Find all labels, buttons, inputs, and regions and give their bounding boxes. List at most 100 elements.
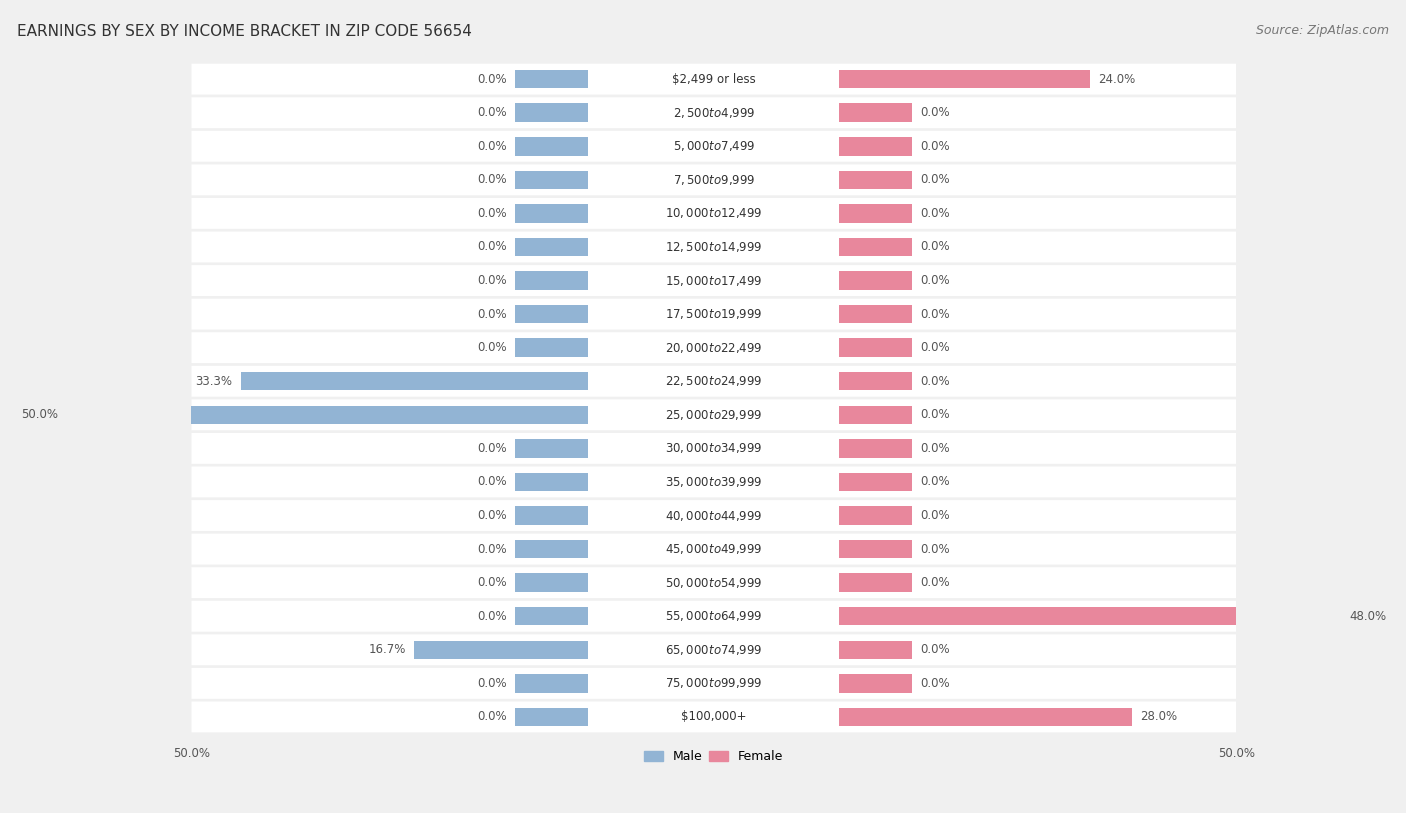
Bar (839, 439, 912, 458)
Text: 50.0%: 50.0% (21, 408, 58, 421)
Bar (839, 70, 1090, 89)
Text: $55,000 to $64,999: $55,000 to $64,999 (665, 609, 762, 624)
Text: 0.0%: 0.0% (478, 107, 508, 120)
Bar (516, 674, 589, 693)
Text: 0.0%: 0.0% (921, 442, 950, 455)
Bar (839, 674, 912, 693)
Text: 0.0%: 0.0% (921, 643, 950, 656)
FancyBboxPatch shape (191, 366, 1236, 397)
Text: 0.0%: 0.0% (921, 341, 950, 354)
Text: $20,000 to $22,499: $20,000 to $22,499 (665, 341, 762, 354)
FancyBboxPatch shape (191, 232, 1236, 263)
Text: 0.0%: 0.0% (478, 576, 508, 589)
Text: 0.0%: 0.0% (478, 542, 508, 555)
Bar (839, 338, 912, 357)
Text: 0.0%: 0.0% (478, 207, 508, 220)
Bar (839, 372, 912, 390)
Bar (839, 472, 912, 491)
FancyBboxPatch shape (191, 399, 1236, 430)
Bar (839, 406, 912, 424)
FancyBboxPatch shape (191, 98, 1236, 128)
Bar (839, 506, 912, 524)
FancyBboxPatch shape (191, 131, 1236, 162)
Bar (516, 272, 589, 289)
Text: 33.3%: 33.3% (195, 375, 232, 388)
Text: 0.0%: 0.0% (921, 677, 950, 690)
Bar (839, 641, 912, 659)
FancyBboxPatch shape (191, 668, 1236, 699)
Text: 0.0%: 0.0% (478, 173, 508, 186)
Text: 0.0%: 0.0% (921, 542, 950, 555)
Text: 0.0%: 0.0% (921, 140, 950, 153)
Text: EARNINGS BY SEX BY INCOME BRACKET IN ZIP CODE 56654: EARNINGS BY SEX BY INCOME BRACKET IN ZIP… (17, 24, 472, 39)
FancyBboxPatch shape (191, 265, 1236, 296)
Text: 0.0%: 0.0% (921, 107, 950, 120)
Bar (516, 137, 589, 155)
Legend: Male, Female: Male, Female (640, 746, 789, 768)
Text: 0.0%: 0.0% (921, 509, 950, 522)
Text: 16.7%: 16.7% (368, 643, 406, 656)
Text: 48.0%: 48.0% (1348, 610, 1386, 623)
Text: $25,000 to $29,999: $25,000 to $29,999 (665, 408, 762, 422)
FancyBboxPatch shape (191, 298, 1236, 329)
Text: 0.0%: 0.0% (921, 241, 950, 254)
Text: $2,500 to $4,999: $2,500 to $4,999 (672, 106, 755, 120)
Text: 0.0%: 0.0% (478, 509, 508, 522)
Bar (516, 305, 589, 324)
Text: 0.0%: 0.0% (478, 72, 508, 85)
FancyBboxPatch shape (191, 63, 1236, 94)
Text: $50,000 to $54,999: $50,000 to $54,999 (665, 576, 762, 589)
FancyBboxPatch shape (191, 433, 1236, 464)
FancyBboxPatch shape (191, 601, 1236, 632)
Text: $2,499 or less: $2,499 or less (672, 72, 755, 85)
Text: $45,000 to $49,999: $45,000 to $49,999 (665, 542, 762, 556)
Bar (839, 272, 912, 289)
Text: $12,500 to $14,999: $12,500 to $14,999 (665, 240, 762, 254)
Text: 0.0%: 0.0% (921, 274, 950, 287)
Text: $5,000 to $7,499: $5,000 to $7,499 (672, 139, 755, 154)
Bar (516, 204, 589, 223)
Text: 0.0%: 0.0% (921, 375, 950, 388)
Text: 0.0%: 0.0% (921, 408, 950, 421)
FancyBboxPatch shape (191, 567, 1236, 598)
Bar (516, 171, 589, 189)
Bar (516, 237, 589, 256)
Bar (839, 171, 912, 189)
Bar (839, 103, 912, 122)
Bar (839, 573, 912, 592)
Text: 24.0%: 24.0% (1098, 72, 1136, 85)
Bar (516, 540, 589, 559)
Bar (516, 70, 589, 89)
Text: 0.0%: 0.0% (478, 307, 508, 320)
Bar (516, 707, 589, 726)
Bar (240, 372, 589, 390)
Bar (839, 540, 912, 559)
Text: $15,000 to $17,499: $15,000 to $17,499 (665, 273, 762, 288)
Text: 0.0%: 0.0% (478, 241, 508, 254)
Bar (839, 137, 912, 155)
Text: 0.0%: 0.0% (478, 476, 508, 489)
Bar (516, 439, 589, 458)
Bar (516, 506, 589, 524)
FancyBboxPatch shape (191, 702, 1236, 733)
Text: 0.0%: 0.0% (921, 307, 950, 320)
Bar (516, 472, 589, 491)
Bar (839, 237, 912, 256)
Text: 0.0%: 0.0% (478, 677, 508, 690)
Text: $65,000 to $74,999: $65,000 to $74,999 (665, 643, 762, 657)
Text: 0.0%: 0.0% (478, 274, 508, 287)
Text: $10,000 to $12,499: $10,000 to $12,499 (665, 207, 762, 220)
Bar (516, 573, 589, 592)
Text: 0.0%: 0.0% (921, 173, 950, 186)
FancyBboxPatch shape (191, 467, 1236, 498)
Text: $75,000 to $99,999: $75,000 to $99,999 (665, 676, 762, 690)
Text: 0.0%: 0.0% (478, 140, 508, 153)
Text: 0.0%: 0.0% (478, 442, 508, 455)
Text: $100,000+: $100,000+ (681, 711, 747, 724)
Text: Source: ZipAtlas.com: Source: ZipAtlas.com (1256, 24, 1389, 37)
Bar (516, 103, 589, 122)
Text: 0.0%: 0.0% (478, 341, 508, 354)
Text: $35,000 to $39,999: $35,000 to $39,999 (665, 475, 762, 489)
Bar (516, 338, 589, 357)
Text: 0.0%: 0.0% (921, 207, 950, 220)
